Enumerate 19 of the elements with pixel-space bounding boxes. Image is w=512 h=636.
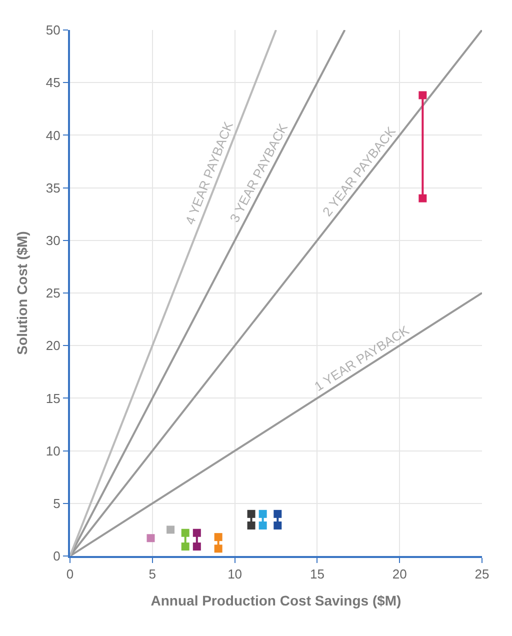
x-tick-label: 20 bbox=[392, 566, 407, 582]
y-tick-label: 10 bbox=[46, 443, 60, 458]
y-tick-label: 50 bbox=[46, 22, 60, 38]
y-tick-label: 25 bbox=[46, 286, 60, 301]
x-tick-label: 15 bbox=[310, 566, 324, 582]
y-tick-label: 20 bbox=[46, 338, 60, 354]
y-tick-label: 45 bbox=[46, 75, 60, 90]
x-tick-label: 25 bbox=[474, 566, 490, 582]
y-tick-label: 0 bbox=[53, 548, 60, 564]
y-tick-label: 35 bbox=[46, 180, 60, 196]
y-tick-label: 40 bbox=[46, 128, 60, 143]
x-axis-title: Annual Production Cost Savings ($M) bbox=[150, 592, 402, 608]
y-tick-label: 5 bbox=[53, 496, 60, 511]
x-tick-label: 5 bbox=[148, 566, 156, 582]
x-tick-label: 0 bbox=[66, 566, 74, 582]
y-axis-title: Solution Cost ($M) bbox=[14, 231, 30, 355]
y-tick-label: 15 bbox=[46, 390, 60, 406]
x-tick-label: 10 bbox=[228, 566, 242, 582]
y-tick-label: 30 bbox=[46, 232, 60, 248]
